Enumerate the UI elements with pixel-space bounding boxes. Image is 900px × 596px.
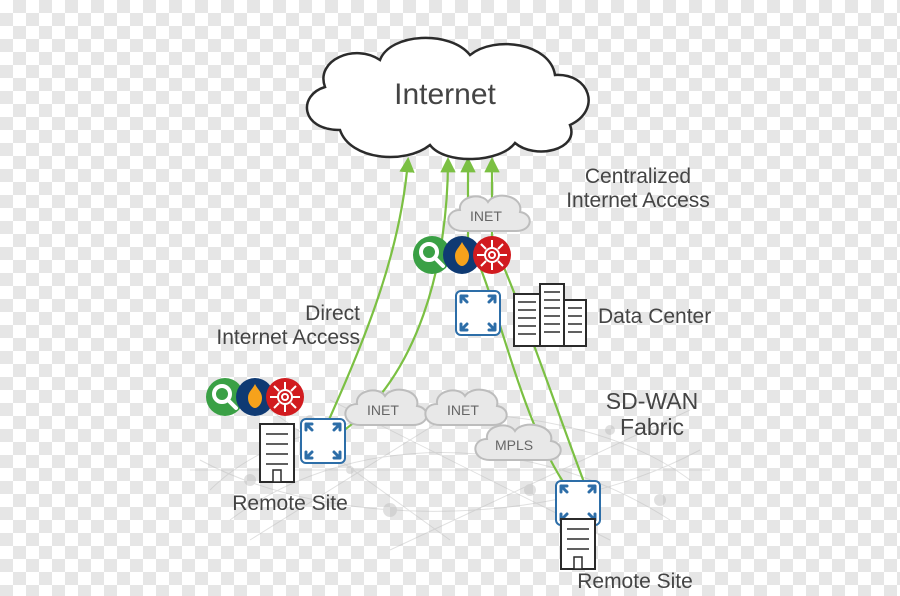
direct-label: Direct Internet Access — [180, 302, 360, 350]
remote1-building-icon — [256, 420, 298, 486]
cloud-mpls-label: MPLS — [495, 437, 533, 453]
internet-label: Internet — [360, 78, 530, 113]
security-stack-remote — [206, 378, 326, 422]
malware-icon — [473, 236, 511, 274]
cloud-inet-top-label: INET — [470, 208, 502, 224]
datacenter-label: Data Center — [598, 305, 738, 329]
malware-icon — [266, 378, 304, 416]
remote2-label: Remote Site — [555, 570, 715, 594]
router-dc — [455, 290, 501, 336]
router-remote1 — [300, 418, 346, 464]
sdwan-label: SD-WAN Fabric — [582, 388, 722, 441]
diagram-root: { "type": "network-diagram", "canvas": {… — [0, 0, 900, 596]
diagram-content: Internet INET INET INET MPLS — [0, 0, 900, 596]
datacenter-building-icon — [510, 280, 590, 350]
remote1-label: Remote Site — [210, 492, 370, 516]
remote2-building-icon — [557, 515, 599, 573]
centralized-label: Centralized Internet Access — [548, 165, 728, 213]
security-stack-dc — [413, 236, 533, 280]
cloud-mpls: MPLS — [465, 415, 565, 473]
cloud-inet-left-label: INET — [367, 402, 399, 418]
